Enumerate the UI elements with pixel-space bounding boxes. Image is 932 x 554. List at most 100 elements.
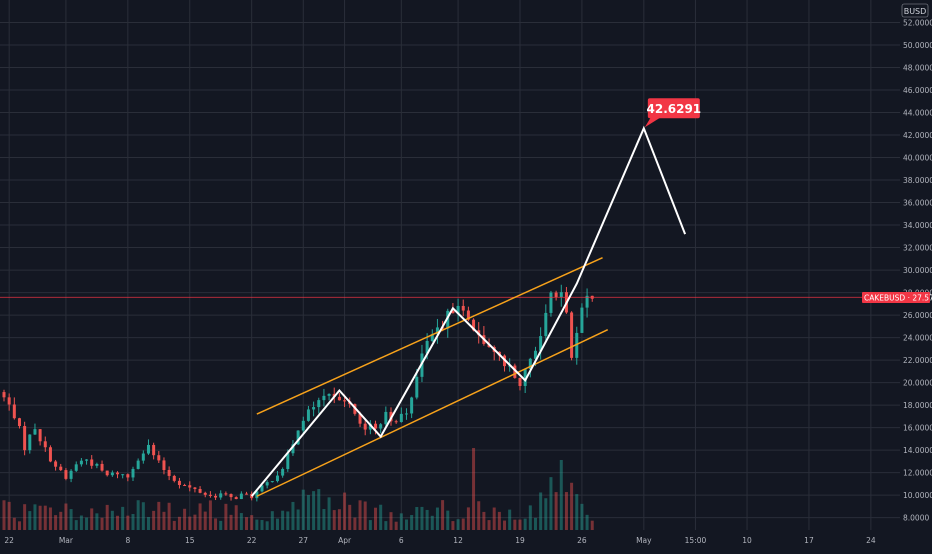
volume-bar [322, 509, 326, 530]
channel-lower-line [256, 329, 609, 497]
volume-bar [64, 503, 68, 530]
price-tick-label: 30.0000 [903, 266, 932, 275]
channel-upper-line [256, 257, 603, 415]
candle-body [410, 397, 414, 414]
volume-bar [580, 503, 584, 530]
volume-bar [374, 507, 378, 530]
volume-bar [410, 515, 414, 530]
volume-bar [79, 515, 83, 530]
volume-bar [513, 519, 517, 530]
candle-body [64, 470, 68, 479]
grid-lines [0, 0, 900, 530]
volume-bar [575, 494, 579, 530]
candle-body [404, 413, 408, 415]
time-axis[interactable]: 22 Mar 8 15 22 27 Apr 6 12 19 26 May 15:00 10 17 24 [4, 536, 875, 545]
volume-bar [435, 507, 439, 530]
candle-body [54, 461, 58, 467]
candle-body [317, 400, 321, 408]
price-tick-label: 40.0000 [903, 154, 932, 163]
candle-body [28, 434, 32, 451]
volume-bar [497, 511, 501, 530]
candle-body [48, 447, 52, 462]
volume-bar [95, 513, 99, 530]
candle-body [399, 413, 403, 423]
volume-bar [570, 482, 574, 530]
candle-body [23, 426, 27, 451]
volume-bar [17, 521, 21, 530]
volume-bar [446, 510, 450, 530]
candle-body [559, 292, 563, 298]
candle-body [255, 491, 259, 499]
price-tick-label: 18.0000 [903, 401, 932, 410]
candle-body [322, 395, 326, 401]
volume-bar [90, 508, 94, 530]
time-tick-label: 19 [515, 536, 525, 545]
candle-body [575, 332, 579, 358]
price-tick-label: 22.0000 [903, 356, 932, 365]
price-tick-label: 14.0000 [903, 446, 932, 455]
candle-body [415, 376, 419, 398]
candle-body [523, 369, 527, 386]
volume-bar [85, 517, 89, 530]
volume-bar [420, 506, 424, 530]
volume-bar [544, 498, 548, 530]
candle-body [162, 460, 166, 470]
volume-bar [343, 492, 347, 530]
candle-body [234, 497, 238, 500]
candle-body [533, 350, 537, 359]
volume-bar [384, 521, 388, 530]
candle-body [183, 485, 187, 487]
volume-bar [456, 519, 460, 530]
price-tick-label: 50.0000 [903, 41, 932, 50]
candle-body [260, 485, 264, 492]
volume-bar [7, 501, 11, 530]
volume-bar [193, 514, 197, 530]
price-axis[interactable]: 8.0000 10.0000 12.0000 14.0000 16.0000 18.000… [903, 19, 932, 523]
candle-body [157, 455, 161, 461]
price-tick-label: 38.0000 [903, 176, 932, 185]
volume-bar [12, 517, 16, 530]
volume-bar [54, 515, 58, 530]
candle-body [456, 305, 460, 314]
volume-bar [332, 510, 336, 530]
candle-body [580, 307, 584, 333]
volume-bars [2, 448, 594, 530]
candle-body [100, 463, 104, 471]
volume-bar [441, 500, 445, 530]
volume-bar [33, 504, 37, 530]
volume-bar [317, 489, 321, 530]
time-tick-label: 27 [299, 536, 309, 545]
volume-bar [363, 501, 367, 530]
volume-bar [157, 501, 161, 530]
candle-body [286, 453, 290, 470]
volume-bar [379, 504, 383, 530]
candle-body [43, 441, 47, 448]
candle-body [90, 459, 94, 466]
volume-bar [301, 489, 305, 530]
volume-bar [312, 491, 316, 530]
candle-body [301, 420, 305, 431]
candle-body [425, 340, 429, 354]
candle-body [229, 494, 233, 498]
volume-bar [69, 509, 73, 530]
candle-body [219, 493, 223, 498]
volume-bar [590, 520, 594, 530]
candle-body [126, 474, 130, 478]
candle-body [245, 493, 249, 495]
volume-bar [121, 506, 125, 530]
volume-bar [250, 515, 254, 530]
volume-bar [177, 516, 181, 530]
candle-body [435, 327, 439, 335]
price-tick-label: 10.0000 [903, 491, 932, 500]
candle-body [570, 312, 574, 358]
candle-body [110, 472, 114, 476]
projection-zigzag-line [250, 125, 687, 497]
candle-body [291, 444, 295, 454]
price-tick-label: 44.0000 [903, 109, 932, 118]
volume-bar [275, 518, 279, 530]
candle-body [2, 392, 6, 398]
candle-body [363, 423, 367, 430]
candle-body [394, 421, 398, 423]
